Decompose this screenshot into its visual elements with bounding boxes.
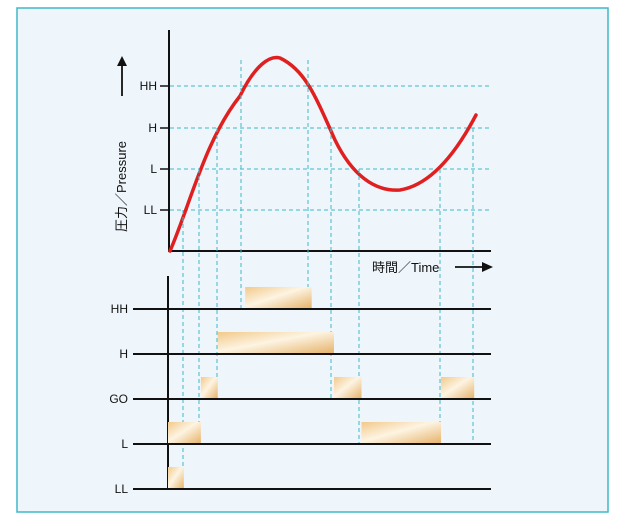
output-bars	[168, 287, 475, 489]
channel-label-hh: HH	[111, 302, 128, 316]
output-bar-h-0	[217, 332, 334, 354]
channel-label-go: GO	[109, 392, 128, 406]
level-label-h: H	[148, 121, 157, 135]
output-bar-l-1	[361, 422, 441, 444]
output-bar-go-2	[440, 377, 475, 399]
level-label-l: L	[150, 162, 157, 176]
pressure-chart: HH H L LL 圧力／Pressure 時間／Time	[114, 30, 493, 275]
pressure-curve	[168, 55, 478, 253]
level-label-hh: HH	[140, 79, 157, 93]
channel-label-h: H	[119, 347, 128, 361]
x-axis-arrow-head	[482, 262, 493, 272]
output-bar-ll-0	[168, 467, 184, 489]
output-bar-l-0	[168, 422, 201, 444]
y-axis-arrow-head	[117, 56, 127, 66]
channel-label-l: L	[121, 437, 128, 451]
output-bar-go-1	[334, 377, 362, 399]
level-label-ll: LL	[144, 203, 158, 217]
diagram-panel	[16, 7, 609, 513]
output-chart: HH H GO L LL	[109, 276, 491, 496]
output-bar-hh-0	[245, 287, 312, 309]
output-bar-go-0	[200, 377, 218, 399]
x-axis-title: 時間／Time	[372, 260, 439, 275]
y-axis-title: 圧力／Pressure	[114, 141, 129, 232]
channel-label-ll: LL	[115, 482, 129, 496]
